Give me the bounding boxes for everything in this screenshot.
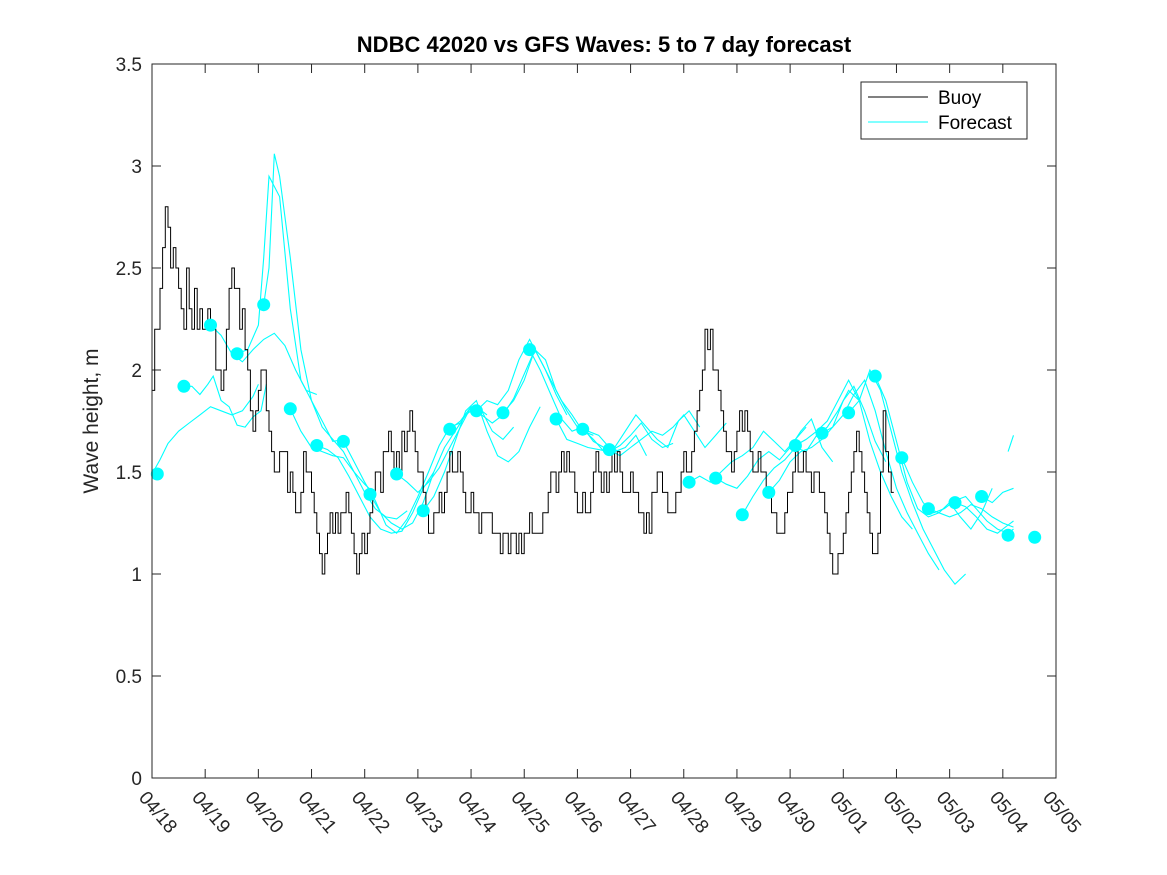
forecast-line	[236, 174, 344, 443]
forecast-line	[289, 408, 408, 520]
y-axis-ticks: 0 0.5 1 1.5 2 2.5 3 3.5	[116, 55, 1056, 790]
forecast-marker	[842, 406, 856, 420]
forecast-marker	[762, 485, 776, 499]
forecast-marker	[204, 318, 217, 332]
forecast-marker	[948, 496, 962, 510]
forecast-marker	[1001, 528, 1015, 542]
forecast-marker	[1028, 530, 1042, 544]
y-tick-label: 1	[131, 565, 142, 586]
forecast-marker	[310, 439, 324, 452]
forecast-line	[609, 413, 727, 457]
forecast-marker	[549, 412, 563, 426]
forecast-line	[874, 375, 993, 531]
forecast-marker	[975, 490, 989, 503]
y-tick-label: 2.5	[116, 259, 142, 280]
forecast-marker	[336, 434, 350, 448]
y-axis-label: Wave height, m	[80, 348, 103, 493]
forecast-marker	[390, 467, 404, 481]
y-tick-label: 2	[131, 361, 142, 382]
forecast-marker	[815, 426, 829, 440]
forecast-marker	[576, 422, 590, 436]
forecast-marker	[230, 347, 244, 361]
forecast-marker	[150, 467, 164, 481]
legend-buoy-label: Buoy	[938, 88, 982, 109]
forecast-line	[151, 384, 259, 475]
y-tick-label: 3.5	[116, 55, 142, 76]
forecast-marker	[682, 475, 696, 489]
forecast-marker	[283, 402, 297, 416]
forecast-line	[821, 379, 940, 571]
forecast-marker	[177, 379, 191, 393]
forecast-line	[901, 457, 1014, 534]
forecast-marker	[416, 504, 430, 518]
forecast-marker	[602, 443, 616, 457]
forecast-line	[688, 426, 807, 483]
y-tick-label: 0	[131, 769, 142, 790]
forecast-line	[954, 502, 1014, 534]
forecast-marker	[895, 451, 909, 465]
forecast-line	[741, 389, 860, 516]
legend-box	[860, 81, 1028, 140]
forecast-line	[342, 422, 461, 534]
forecast-marker	[257, 298, 271, 312]
legend: Buoy Forecast	[860, 81, 1028, 140]
forecast-line	[848, 368, 966, 586]
forecast-marker	[735, 508, 749, 522]
forecast-marker	[496, 406, 510, 420]
forecast-line	[1007, 435, 1015, 452]
forecast-line	[502, 348, 621, 453]
plot-area	[150, 153, 1042, 586]
forecast-line	[183, 374, 267, 428]
forecast-line	[422, 399, 541, 512]
y-tick-label: 1.5	[116, 463, 142, 484]
forecast-marker	[709, 471, 723, 485]
forecast-line	[715, 417, 834, 489]
forecast-line	[795, 379, 913, 530]
forecast-marker	[788, 439, 802, 452]
legend-forecast-label: Forecast	[938, 113, 1013, 134]
forecast-marker	[921, 502, 935, 516]
forecast-line	[210, 324, 317, 396]
forecast-marker	[469, 404, 483, 418]
y-tick-label: 0.5	[116, 667, 142, 688]
forecast-marker	[443, 422, 457, 436]
forecast-marker	[363, 487, 377, 501]
forecast-marker	[868, 369, 882, 383]
axes-box	[151, 63, 1057, 779]
forecast-line	[396, 406, 515, 494]
forecast-line	[928, 503, 1014, 528]
chart-title: NDBC 42020 vs GFS Waves: 5 to 7 day fore…	[357, 32, 852, 57]
forecast-line	[316, 444, 435, 534]
forecast-marker	[523, 343, 537, 357]
y-tick-label: 3	[131, 157, 142, 178]
